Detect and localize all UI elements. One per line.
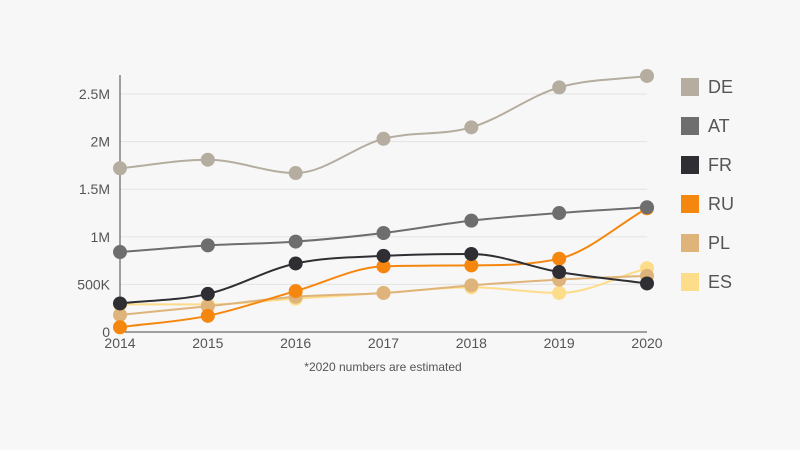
legend-label-es: ES: [708, 272, 732, 292]
data-point-de: [376, 131, 391, 146]
x-tick-label: 2017: [368, 335, 399, 351]
data-point-fr: [288, 256, 303, 271]
data-point-ru: [552, 251, 567, 266]
x-tick-label: 2016: [280, 335, 311, 351]
y-tick-label: 2M: [91, 134, 110, 150]
data-point-fr: [200, 286, 215, 301]
y-tick-label: 1.5M: [79, 181, 110, 197]
data-point-fr: [464, 246, 479, 261]
data-point-de: [552, 80, 567, 95]
legend-swatch-de: [681, 78, 699, 96]
data-point-at: [288, 234, 303, 249]
data-point-at: [640, 200, 654, 215]
footnote: *2020 numbers are estimated: [304, 360, 461, 374]
data-point-de: [288, 166, 303, 181]
data-point-fr: [113, 296, 127, 311]
data-point-at: [376, 226, 391, 241]
series-at: [113, 200, 654, 260]
x-tick-label: 2018: [456, 335, 487, 351]
legend: DE AT FR RU PL ES: [681, 77, 734, 292]
series-line-de: [119, 74, 648, 175]
legend-item-pl: PL: [681, 233, 730, 253]
data-point-es: [552, 285, 567, 300]
legend-label-at: AT: [708, 116, 730, 136]
data-point-fr: [640, 276, 654, 291]
legend-item-at: AT: [681, 116, 730, 136]
legend-label-fr: FR: [708, 155, 732, 175]
data-point-at: [552, 206, 567, 221]
x-tick-label: 2019: [544, 335, 575, 351]
data-point-de: [113, 161, 127, 176]
axes: 0 500K 1M 1.5M 2M 2.5M 2014 2015 2016 2017 2018 201…: [77, 75, 663, 351]
legend-swatch-es: [681, 273, 699, 291]
legend-swatch-at: [681, 117, 699, 135]
data-point-pl: [464, 278, 479, 293]
data-point-pl: [113, 307, 127, 322]
data-point-fr: [552, 265, 567, 280]
x-tick-label: 2014: [104, 335, 135, 351]
data-point-ru: [464, 258, 479, 273]
data-point-at: [464, 213, 479, 228]
data-point-de: [464, 120, 479, 135]
legend-label-pl: PL: [708, 233, 730, 253]
data-point-ru: [200, 308, 215, 323]
series-ru: [113, 201, 654, 335]
legend-item-fr: FR: [681, 155, 732, 175]
legend-item-de: DE: [681, 77, 733, 97]
data-point-fr: [376, 248, 391, 263]
legend-swatch-pl: [681, 234, 699, 252]
x-tick-label: 2020: [631, 335, 662, 351]
y-tick-label: 500K: [77, 276, 110, 292]
data-point-pl: [376, 285, 391, 300]
data-point-ru: [376, 259, 391, 274]
legend-label-de: DE: [708, 77, 733, 97]
legend-swatch-fr: [681, 156, 699, 174]
x-tick-label: 2015: [192, 335, 223, 351]
data-point-ru: [113, 320, 127, 335]
series-pl: [113, 268, 654, 322]
series-fr: [113, 246, 654, 311]
y-tick-label: 0: [102, 324, 110, 340]
legend-item-es: ES: [681, 272, 732, 292]
data-point-ru: [288, 284, 303, 299]
data-point-at: [113, 245, 127, 260]
legend-label-ru: RU: [708, 194, 734, 214]
data-point-de: [640, 68, 654, 83]
data-point-at: [200, 238, 215, 253]
legend-item-ru: RU: [681, 194, 734, 214]
series-de: [113, 68, 654, 181]
legend-swatch-ru: [681, 195, 699, 213]
data-point-de: [200, 152, 215, 167]
y-tick-label: 1M: [91, 229, 110, 245]
y-tick-label: 2.5M: [79, 86, 110, 102]
series-lines: [113, 68, 654, 335]
